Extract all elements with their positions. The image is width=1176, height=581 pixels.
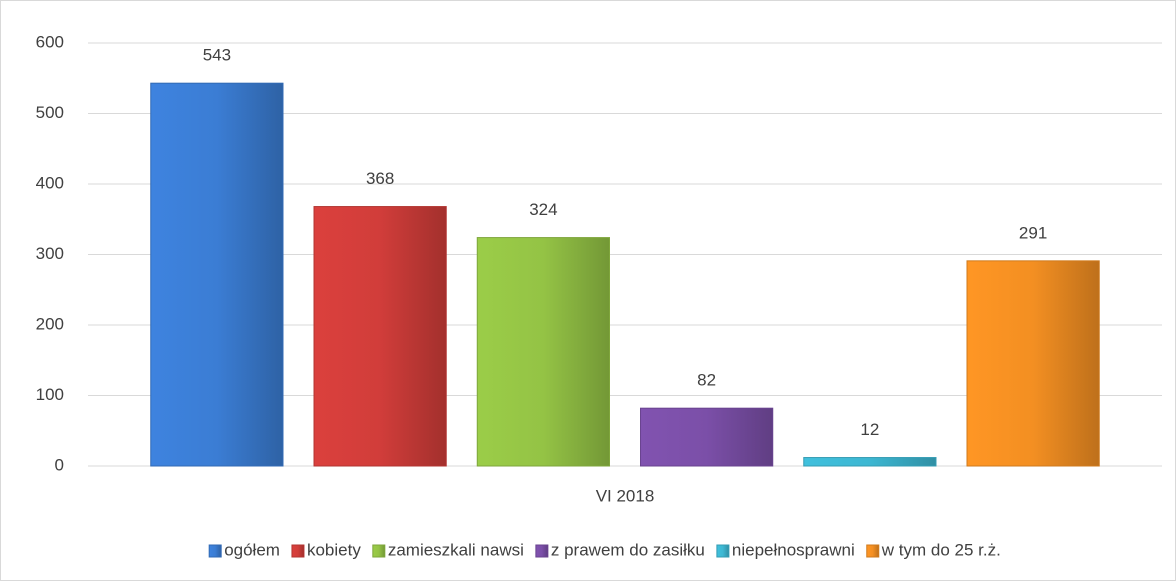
data-label: 543	[203, 46, 231, 65]
bar	[476, 237, 610, 467]
legend-item: w tym do 25 r.ż.	[866, 540, 1001, 559]
y-tick-label: 100	[36, 385, 64, 404]
y-tick-label: 0	[55, 455, 64, 474]
legend-label: z prawem do zasiłku	[551, 540, 705, 559]
legend-item: niepełnosprawni	[716, 540, 855, 559]
y-tick-label: 500	[36, 103, 64, 122]
bar	[640, 407, 774, 467]
legend-label: zamieszkali nawsi	[388, 540, 524, 559]
y-tick-label: 300	[36, 244, 64, 263]
data-label: 324	[529, 200, 557, 219]
legend-swatch	[291, 544, 305, 558]
y-tick-label: 200	[36, 314, 64, 333]
legend-label: ogółem	[224, 540, 280, 559]
data-label: 368	[366, 169, 394, 188]
legend-swatch	[535, 544, 549, 558]
legend-swatch	[866, 544, 880, 558]
legend-swatch	[716, 544, 730, 558]
legend-item: zamieszkali nawsi	[372, 540, 524, 559]
data-label: 12	[860, 420, 879, 439]
legend-item: kobiety	[291, 540, 361, 559]
y-tick-label: 600	[36, 32, 64, 51]
x-tick-label: VI 2018	[596, 486, 655, 505]
legend-label: kobiety	[307, 540, 361, 559]
bar	[313, 206, 447, 467]
data-label: 82	[697, 371, 716, 390]
y-tick-label: 400	[36, 173, 64, 192]
legend-item: ogółem	[208, 540, 280, 559]
legend-label: niepełnosprawni	[732, 540, 855, 559]
data-label: 291	[1019, 223, 1047, 242]
bar	[150, 82, 284, 467]
legend-label: w tym do 25 r.ż.	[881, 540, 1001, 559]
bar	[803, 457, 937, 467]
legend-swatch	[208, 544, 222, 558]
legend-swatch	[372, 544, 386, 558]
bar	[966, 260, 1100, 467]
legend-item: z prawem do zasiłku	[535, 540, 705, 559]
